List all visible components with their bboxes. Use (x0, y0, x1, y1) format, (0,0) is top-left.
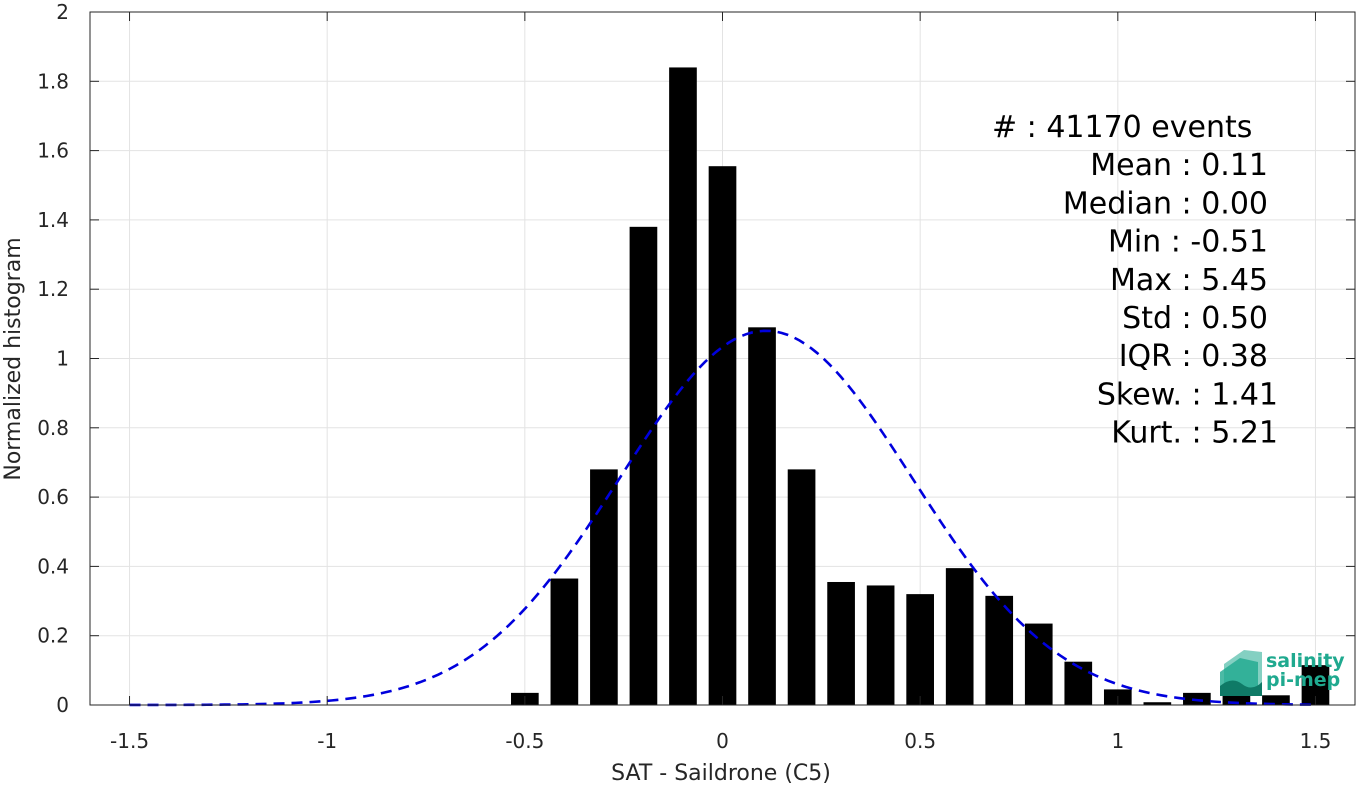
histogram-bar (985, 595, 1014, 705)
stat-line: Std : 0.50 (1122, 301, 1268, 336)
histogram-bar (1143, 702, 1172, 705)
histogram-bars (511, 67, 1330, 705)
x-tick-label: -1 (317, 729, 337, 753)
histogram-bar (590, 469, 618, 705)
histogram-bar (1222, 695, 1251, 705)
histogram-bar (708, 166, 737, 705)
histogram-bar (787, 469, 816, 705)
y-tick-labels: 0 0.2 0.4 0.6 0.8 1 1.2 1.4 1.6 1.8 2 (37, 0, 69, 717)
stat-line: Kurt. : 5.21 (1111, 416, 1278, 451)
stat-line: Mean : 0.11 (1090, 148, 1268, 183)
histogram-bar (748, 327, 776, 705)
histogram-bar (945, 568, 974, 705)
stat-line: Median : 0.00 (1063, 186, 1268, 221)
x-tick-labels: -1.5 -1 -0.5 0 0.5 1 1.5 (110, 729, 1331, 753)
y-tick-label: 1.6 (37, 139, 69, 163)
logo-line1: salinity (1266, 650, 1345, 672)
y-tick-label: 0.2 (37, 624, 69, 648)
x-tick-label: -1.5 (110, 729, 149, 753)
wave-logo-icon (1220, 650, 1262, 696)
stat-line: # : 41170 events (992, 110, 1252, 145)
logo-line2: pi-mep (1266, 669, 1340, 691)
y-tick-label: 0.8 (37, 416, 69, 440)
y-tick-label: 1.8 (37, 69, 69, 93)
x-tick-label: 1 (1111, 729, 1124, 753)
histogram-bar (1024, 623, 1053, 705)
y-tick-label: 0 (56, 693, 69, 717)
y-tick-label: 1 (56, 347, 69, 371)
y-tick-label: 1.2 (37, 277, 69, 301)
stat-line: IQR : 0.38 (1119, 339, 1268, 374)
histogram-bar (669, 67, 697, 705)
histogram-bar (906, 594, 934, 705)
histogram-bar (866, 585, 895, 705)
y-tick-label: 2 (56, 0, 69, 24)
axis-ticks (90, 11, 1355, 706)
x-tick-label: 0 (716, 729, 729, 753)
salinity-pimep-logo: salinity pi-mep (1220, 650, 1345, 696)
stat-line: Skew. : 1.41 (1097, 377, 1278, 412)
histogram-bar (550, 578, 579, 705)
y-tick-label: 1.4 (37, 208, 69, 232)
histogram-bar (629, 226, 658, 705)
stat-line: Max : 5.45 (1110, 263, 1268, 298)
stat-line: Min : -0.51 (1108, 225, 1268, 260)
x-axis-label: SAT - Saildrone (C5) (611, 761, 831, 785)
x-tick-label: -0.5 (505, 729, 544, 753)
x-tick-label: 1.5 (1300, 729, 1332, 753)
histogram-bar (1064, 661, 1093, 705)
y-axis-label: Normalized histogram (1, 237, 26, 480)
y-tick-label: 0.6 (37, 485, 69, 509)
x-tick-label: 0.5 (904, 729, 936, 753)
histogram-bar (1262, 695, 1290, 705)
y-tick-label: 0.4 (37, 554, 69, 578)
histogram-bar (827, 581, 855, 705)
